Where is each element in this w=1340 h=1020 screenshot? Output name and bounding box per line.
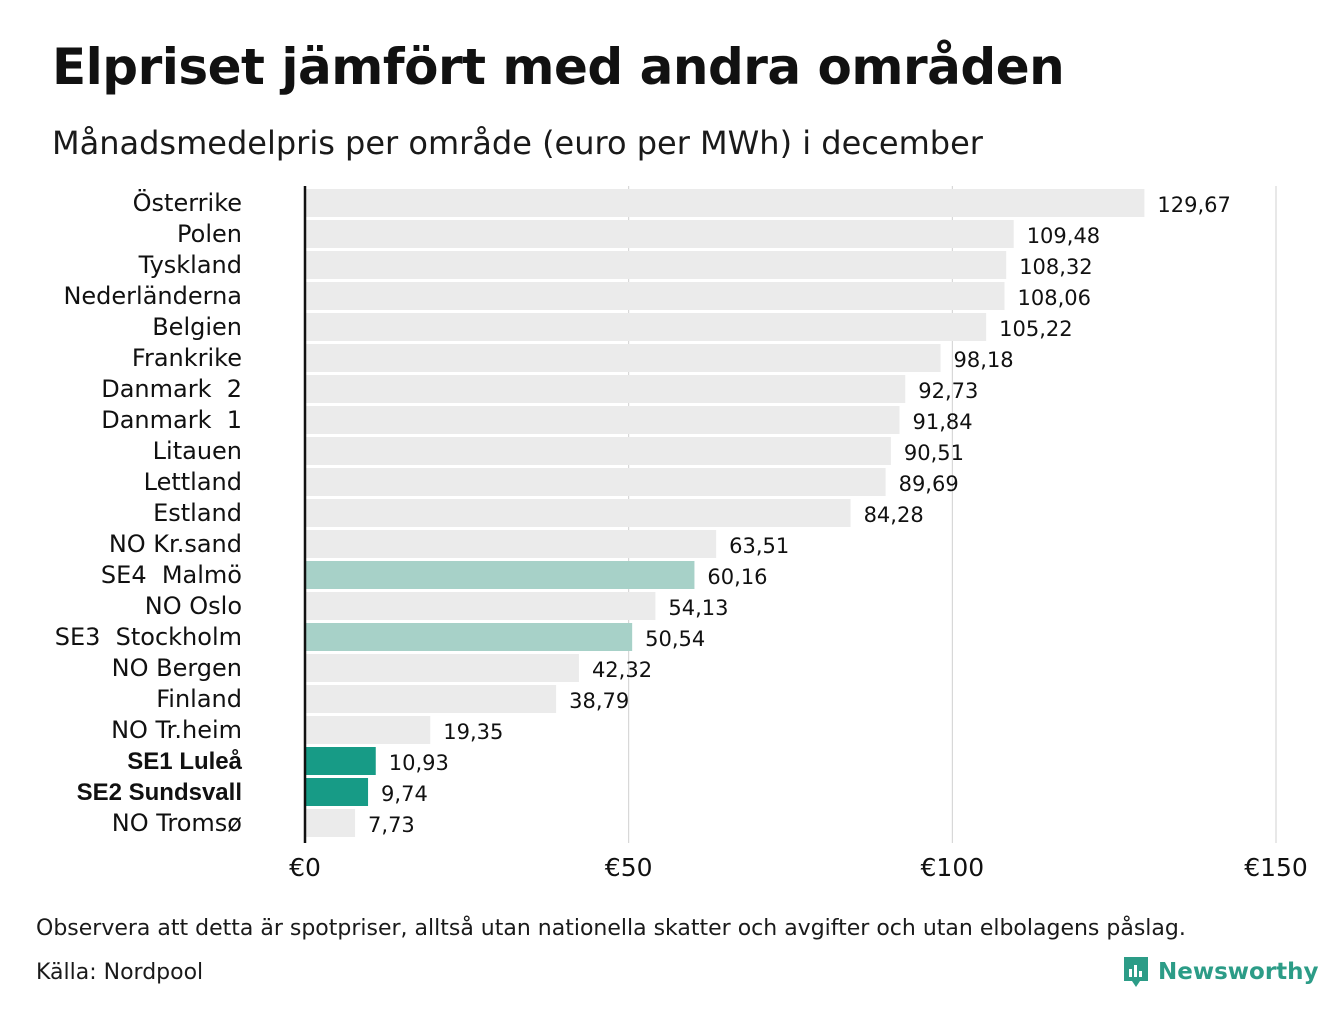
bar [305, 561, 695, 589]
value-label: 90,51 [904, 441, 964, 465]
bar [305, 468, 886, 496]
category-label: Belgien [152, 313, 242, 341]
category-label: SE4 Malmö [101, 561, 242, 589]
category-label: NO Tromsø [112, 809, 242, 837]
value-label: 54,13 [668, 596, 728, 620]
value-label: 108,06 [1018, 286, 1091, 310]
bar [305, 282, 1005, 310]
brand-name: Newsworthy [1158, 959, 1319, 985]
value-label: 42,32 [592, 658, 652, 682]
value-label: 19,35 [443, 720, 503, 744]
bar [305, 778, 369, 806]
category-label: SE1 Luleå [127, 748, 242, 775]
value-label: 50,54 [645, 627, 705, 651]
category-label: NO Kr.sand [109, 530, 242, 558]
category-label: Estland [153, 499, 242, 527]
x-tick-label: €50 [605, 853, 653, 882]
bar [305, 189, 1145, 217]
bar [305, 592, 656, 620]
value-label: 98,18 [954, 348, 1014, 372]
bar [305, 375, 906, 403]
category-label: SE2 Sundsvall [77, 779, 242, 806]
category-label: Danmark 1 [101, 406, 242, 434]
value-label: 108,32 [1019, 255, 1092, 279]
bar [305, 716, 431, 744]
bar-chart: Österrike Polen Tyskland Nederländerna Belgi… [55, 186, 1308, 882]
category-label: NO Bergen [112, 654, 242, 682]
brand-logo[interactable]: Newsworthy [1122, 955, 1319, 989]
value-label: 89,69 [899, 472, 959, 496]
bar [305, 406, 900, 434]
bar [305, 344, 941, 372]
bars [305, 189, 1145, 837]
category-label: Österrike [133, 188, 242, 217]
source-label: Källa: Nordpool [36, 960, 204, 985]
bar [305, 313, 987, 341]
value-label: 10,93 [389, 751, 449, 775]
category-label: Polen [177, 220, 242, 248]
bar [305, 220, 1014, 248]
value-labels: 129,67 109,48 108,32 108,06 105,22 98,18 92,73… [368, 193, 1231, 837]
bar [305, 251, 1007, 279]
bar [305, 437, 891, 465]
footnote: Observera att detta är spotpriser, allts… [36, 916, 1186, 941]
value-label: 63,51 [729, 534, 789, 558]
category-label: Litauen [153, 437, 242, 465]
category-labels: Österrike Polen Tyskland Nederländerna Belgi… [55, 188, 243, 837]
value-label: 38,79 [569, 689, 629, 713]
bar [305, 623, 633, 651]
bar [305, 530, 717, 558]
category-label: Nederländerna [63, 282, 242, 310]
category-label: SE3 Stockholm [55, 623, 242, 651]
x-tick-label: €150 [1244, 853, 1308, 882]
x-tick-label: €100 [921, 853, 985, 882]
category-label: Frankrike [132, 344, 242, 372]
newsworthy-logo-icon [1124, 957, 1148, 987]
value-label: 9,74 [381, 782, 428, 806]
category-label: NO Oslo [145, 592, 242, 620]
value-label: 129,67 [1157, 193, 1230, 217]
bar [305, 499, 851, 527]
bar [305, 654, 579, 682]
x-axis: €0 €50 €100 €150 [289, 186, 1308, 882]
chart-title: Elpriset jämfört med andra områden [52, 38, 1065, 96]
value-label: 60,16 [707, 565, 767, 589]
value-label: 91,84 [913, 410, 973, 434]
value-label: 105,22 [999, 317, 1072, 341]
value-label: 109,48 [1027, 224, 1100, 248]
value-label: 92,73 [918, 379, 978, 403]
category-label: Tyskland [138, 251, 242, 279]
bar [305, 747, 376, 775]
category-label: Finland [156, 685, 242, 713]
chart-subtitle: Månadsmedelpris per område (euro per MWh… [52, 124, 983, 162]
category-label: NO Tr.heim [111, 716, 242, 744]
category-label: Danmark 2 [101, 375, 242, 403]
bar [305, 809, 356, 837]
category-label: Lettland [144, 468, 242, 496]
value-label: 7,73 [368, 813, 415, 837]
value-label: 84,28 [864, 503, 924, 527]
bar [305, 685, 557, 713]
x-tick-label: €0 [289, 853, 321, 882]
